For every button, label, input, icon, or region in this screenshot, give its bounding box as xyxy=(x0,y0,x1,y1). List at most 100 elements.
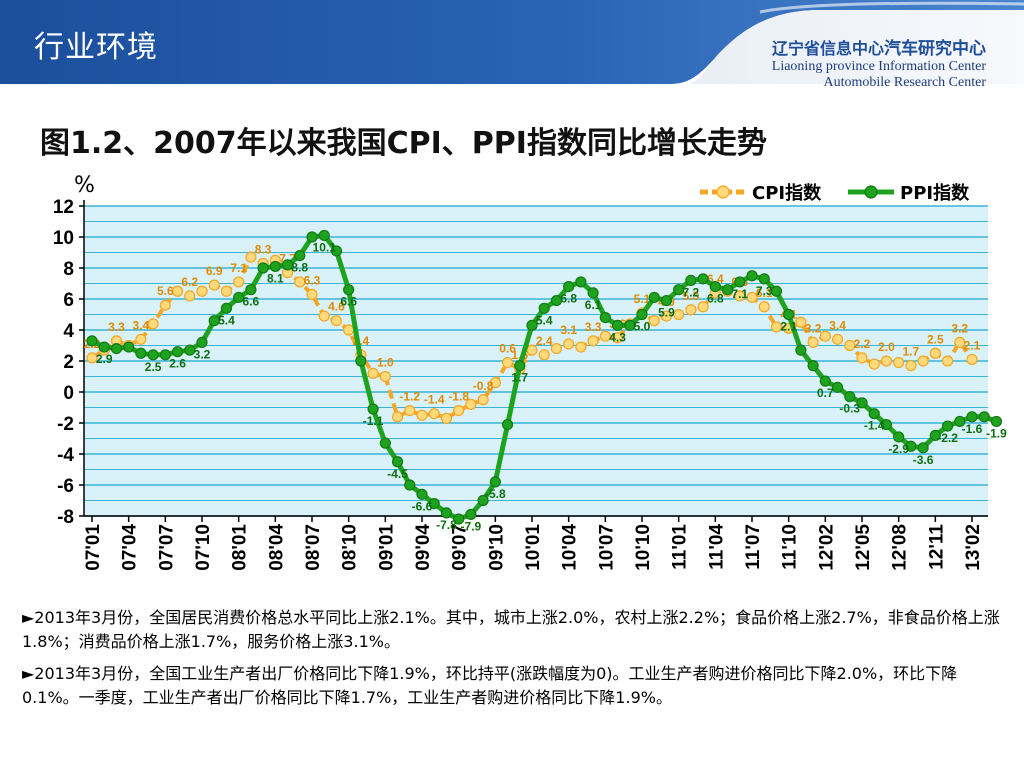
cpi-point xyxy=(306,288,318,300)
cpi-data-label: -0.8 xyxy=(473,379,494,393)
ppi-point xyxy=(416,488,428,500)
org-cn-name: 辽宁省信息中心汽车研究中心 xyxy=(772,34,986,59)
ppi-data-label: 7.3 xyxy=(756,284,773,298)
x-tick-label: 07'01 xyxy=(83,524,104,571)
ppi-data-label: 2.6 xyxy=(169,357,186,371)
cpi-point xyxy=(538,349,550,361)
cpi-point xyxy=(917,355,929,367)
cpi-point xyxy=(685,304,697,316)
ppi-data-label: 6.8 xyxy=(707,292,724,306)
cpi-point xyxy=(893,356,905,369)
cpi-point xyxy=(673,308,685,321)
x-tick-label: 12'11 xyxy=(926,524,947,570)
org-cn-main: 汽车研究中心 xyxy=(884,39,986,59)
ppi-data-label: 7.1 xyxy=(731,287,748,301)
ppi-data-label: -3.6 xyxy=(913,453,934,467)
ppi-data-label: 2.9 xyxy=(96,352,113,366)
ppi-data-label: -2.2 xyxy=(937,431,958,445)
ppi-point xyxy=(941,420,954,432)
ppi-point xyxy=(184,344,196,356)
cpi-point xyxy=(941,355,954,367)
cpi-point xyxy=(330,315,343,327)
cpi-data-label: 8.3 xyxy=(255,242,272,256)
cpi-point xyxy=(966,353,978,366)
y-tick-label: 8 xyxy=(63,259,74,280)
ppi-point xyxy=(868,408,880,420)
ppi-data-label: 6.8 xyxy=(560,292,577,306)
cpi-point xyxy=(599,330,611,342)
ppi-point xyxy=(86,335,98,347)
cpi-point xyxy=(318,310,330,322)
ppi-data-label: 6.6 xyxy=(340,295,357,309)
legend-label-cpi: CPI指数 xyxy=(752,182,822,204)
ppi-point xyxy=(844,391,856,403)
ppi-point xyxy=(330,245,343,257)
cpi-point xyxy=(233,276,245,288)
cpi-data-label: -1.8 xyxy=(448,390,469,404)
cpi-data-label: 2.0 xyxy=(878,340,895,354)
ppi-point xyxy=(257,262,269,274)
cpi-data-label: -1.4 xyxy=(424,393,445,407)
ppi-point xyxy=(465,508,477,521)
ppi-point xyxy=(123,341,135,353)
cpi-point xyxy=(404,405,416,417)
cpi-point xyxy=(856,352,868,364)
legend-marker-cpi xyxy=(716,185,730,199)
cpi-point xyxy=(563,338,575,350)
cpi-point xyxy=(489,377,501,389)
x-tick-label: 09'04 xyxy=(413,524,434,571)
ppi-point xyxy=(171,346,184,358)
ppi-point xyxy=(721,284,734,296)
cpi-point xyxy=(844,339,856,352)
org-en-line1: Liaoning province Information Center xyxy=(771,59,986,74)
cpi-data-label: 3.3 xyxy=(108,320,125,334)
x-tick-label: 08'01 xyxy=(230,524,251,571)
cpi-point xyxy=(758,301,770,313)
ppi-point xyxy=(856,397,868,409)
cpi-data-label: 3.4 xyxy=(829,318,846,332)
cpi-data-label: 3.2 xyxy=(805,321,822,335)
cpi-ppi-line-chart: %12 10 8 6 4 2 0 -2 -4 -6 -8 07'01 07'04 07'07 07'10 08… xyxy=(53,173,1007,571)
ppi-point xyxy=(978,411,990,423)
ppi-point xyxy=(587,287,599,299)
ppi-data-label: 8.8 xyxy=(291,261,308,275)
x-tick-label: 08'07 xyxy=(303,524,324,571)
ppi-data-label: 5.0 xyxy=(634,320,651,334)
ppi-data-label: 1.7 xyxy=(511,371,528,385)
ppi-point xyxy=(367,403,379,415)
cpi-data-label: 3.2 xyxy=(951,321,968,335)
ppi-data-label: 4.3 xyxy=(609,330,626,344)
cpi-point xyxy=(367,367,379,379)
cpi-point xyxy=(734,290,746,302)
x-tick-label: 08'10 xyxy=(340,524,361,571)
legend-marker-ppi xyxy=(864,185,878,199)
cpi-point xyxy=(465,398,477,410)
ppi-point xyxy=(208,315,220,327)
section-title: 行业环境 xyxy=(34,30,158,65)
cpi-point xyxy=(440,412,453,424)
ppi-data-label: 3.2 xyxy=(194,347,211,361)
cpi-data-label: 2.2 xyxy=(854,337,871,351)
slide-header: 行业环境 辽宁省信息中心汽车研究中心 Liaoning province Inf… xyxy=(0,0,1024,90)
cpi-point xyxy=(379,370,391,383)
y-tick-label: -4 xyxy=(57,445,74,466)
ppi-point xyxy=(563,280,575,293)
cpi-point xyxy=(159,299,171,311)
ppi-point xyxy=(379,437,391,449)
ppi-data-label: -1.9 xyxy=(986,426,1007,440)
ppi-data-label: 5.9 xyxy=(658,306,675,320)
x-tick-label: 10'07 xyxy=(596,524,617,571)
cpi-point xyxy=(954,336,966,348)
ppi-data-label: 6.6 xyxy=(243,295,260,309)
cpi-point xyxy=(905,360,917,372)
ppi-point xyxy=(807,360,819,372)
x-tick-label: 11'01 xyxy=(670,524,691,570)
ppi-point xyxy=(660,294,673,307)
cpi-point xyxy=(929,347,941,359)
ppi-point xyxy=(783,308,795,321)
ppi-point xyxy=(538,302,550,314)
ppi-point xyxy=(220,302,233,314)
cpi-point xyxy=(501,356,514,369)
ppi-point xyxy=(648,291,660,304)
ppi-data-label: 2.1 xyxy=(780,320,797,334)
